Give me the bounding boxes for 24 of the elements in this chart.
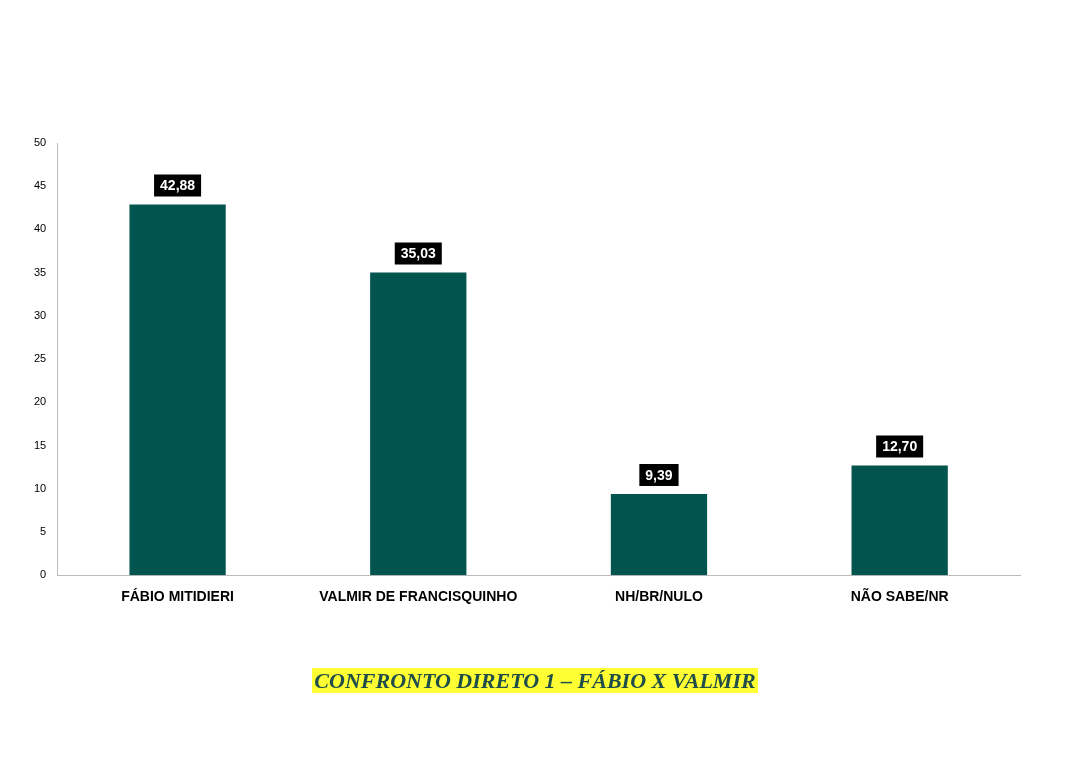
y-tick-label: 40 [33,222,47,235]
y-tick-label: 20 [33,395,47,408]
data-label: 9,39 [645,466,673,483]
data-label: 42,88 [160,177,196,194]
y-tick-label: 25 [33,352,47,365]
y-tick-label: 15 [33,438,47,451]
data-label: 35,03 [400,245,436,262]
bar [129,204,226,576]
y-tick-label: 50 [33,136,47,149]
y-tick-label: 30 [33,308,47,321]
bar [610,494,708,576]
bar [851,465,948,576]
x-tick-label: VALMIR DE FRANCISQUINHO [319,588,518,605]
data-label: 12,70 [882,438,918,455]
y-tick-label: 10 [33,481,47,494]
x-tick-label: NÃO SABE/NR [850,587,949,605]
text: CONFRONTO DIRETO 1 – FÁBIO X VALMIR [312,668,758,693]
x-tick-label: FÁBIO MITIDIERI [121,588,234,605]
y-tick-label: 35 [33,265,47,278]
bar [370,272,467,576]
y-tick-label: 0 [40,568,47,581]
y-tick-label: 5 [40,525,47,538]
x-tick-label: NH/BR/NULO [615,588,704,605]
y-tick-label: 45 [33,179,47,192]
